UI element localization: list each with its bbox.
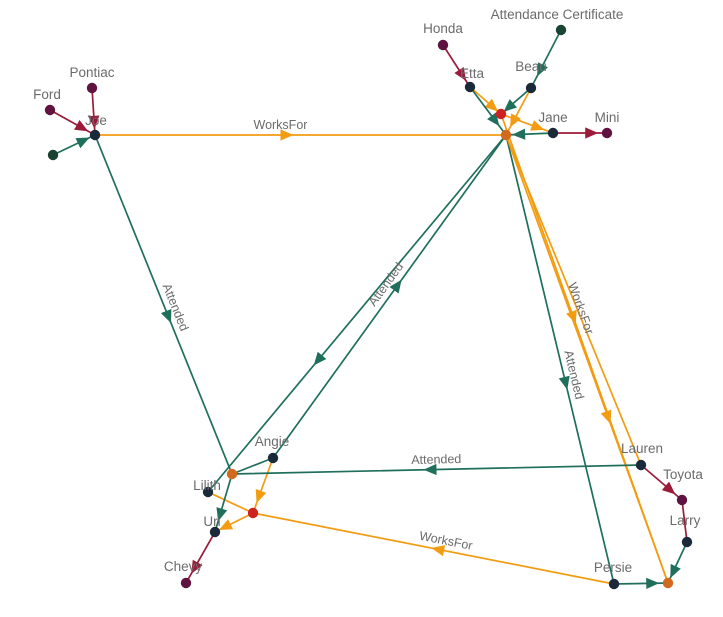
edge-arrowhead	[484, 98, 499, 112]
edge-arrowhead	[503, 99, 518, 112]
graph-edge[interactable]	[506, 139, 614, 580]
edge-arrowhead	[313, 351, 327, 366]
edges-layer	[53, 33, 688, 590]
node-label: Mini	[595, 110, 620, 125]
edge-arrowhead	[530, 120, 545, 131]
graph-node[interactable]	[662, 577, 674, 589]
edge-arrowhead	[670, 563, 681, 579]
edge-arrowhead	[646, 577, 660, 590]
graph-node[interactable]	[608, 578, 620, 590]
graph-node[interactable]	[681, 536, 693, 548]
graph-node[interactable]	[601, 127, 613, 139]
edge-arrowhead	[280, 129, 294, 141]
edge-arrowhead	[423, 463, 437, 476]
edge-arrowhead	[431, 545, 446, 557]
edge-arrowhead	[558, 375, 570, 390]
edge-arrowhead	[218, 519, 234, 531]
node-label: Joe	[85, 113, 107, 128]
graph-node[interactable]	[676, 494, 688, 506]
graph-edge[interactable]	[275, 138, 504, 455]
node-label: Lilith	[193, 478, 221, 493]
edge-arrowhead	[191, 559, 203, 574]
graph-node[interactable]	[555, 24, 567, 36]
edge-arrowhead	[160, 308, 172, 324]
node-label: Lauren	[621, 441, 663, 456]
node-label: Etta	[460, 66, 485, 81]
graph-edge[interactable]	[506, 139, 668, 579]
graph-edge[interactable]	[211, 493, 250, 512]
edge-label: WorksFor	[254, 118, 308, 132]
node-label: Angie	[255, 434, 290, 449]
edge-arrowhead	[216, 507, 228, 522]
graph-edge[interactable]	[235, 459, 270, 473]
edge-label: Attended	[411, 452, 461, 467]
edge-arrowhead	[454, 66, 467, 81]
edge-arrowhead	[661, 481, 676, 495]
node-label: Beau	[515, 59, 547, 74]
node-label: Chevy	[164, 559, 203, 574]
node-label: Toyota	[663, 467, 703, 482]
node-label: Larry	[670, 513, 701, 528]
edge-arrowhead	[537, 62, 548, 77]
graph-node[interactable]	[495, 108, 507, 120]
graph-node[interactable]	[500, 129, 512, 141]
edge-label: WorksFor	[418, 529, 474, 553]
graph-edge[interactable]	[681, 504, 688, 538]
graph-node[interactable]	[635, 459, 647, 471]
node-label: Honda	[423, 21, 463, 36]
edge-arrowhead	[509, 113, 522, 128]
graph-node[interactable]	[209, 526, 221, 538]
graph-node[interactable]	[247, 507, 259, 519]
node-label: Uri	[203, 514, 220, 529]
graph-node[interactable]	[267, 452, 279, 464]
graph-edge[interactable]	[507, 138, 640, 462]
graph-node[interactable]	[464, 81, 476, 93]
edge-label: Attended	[561, 349, 586, 401]
node-label: Jane	[538, 110, 567, 125]
node-label: Pontiac	[69, 65, 114, 80]
node-label: Attendance Certificate	[491, 7, 624, 22]
graph-node[interactable]	[86, 82, 98, 94]
graph-node[interactable]	[47, 149, 59, 161]
graph-node[interactable]	[89, 129, 101, 141]
graph-node[interactable]	[547, 127, 559, 139]
graph-node[interactable]	[44, 104, 56, 116]
graph-edge[interactable]	[210, 138, 504, 489]
graph-edge[interactable]	[96, 138, 231, 471]
node-label: Ford	[33, 87, 61, 102]
edge-arrowhead	[75, 137, 90, 149]
edge-arrowhead	[88, 115, 100, 129]
edge-arrowhead	[512, 128, 526, 140]
edge-arrowhead	[600, 409, 612, 424]
edge-arrowhead	[74, 119, 89, 132]
edge-arrowhead	[255, 489, 267, 504]
graph-node[interactable]	[180, 577, 192, 589]
graph-node[interactable]	[525, 82, 537, 94]
nodes-layer	[44, 24, 693, 590]
node-label: Persie	[594, 560, 632, 575]
edge-arrowhead	[389, 279, 402, 294]
node-labels-layer: Ford Pontiac Joe Honda Etta Attendance Certif…	[33, 7, 703, 575]
edge-arrowhead	[585, 127, 599, 139]
graph-node[interactable]	[202, 486, 214, 498]
graph-node[interactable]	[226, 468, 238, 480]
graph-node[interactable]	[437, 39, 449, 51]
